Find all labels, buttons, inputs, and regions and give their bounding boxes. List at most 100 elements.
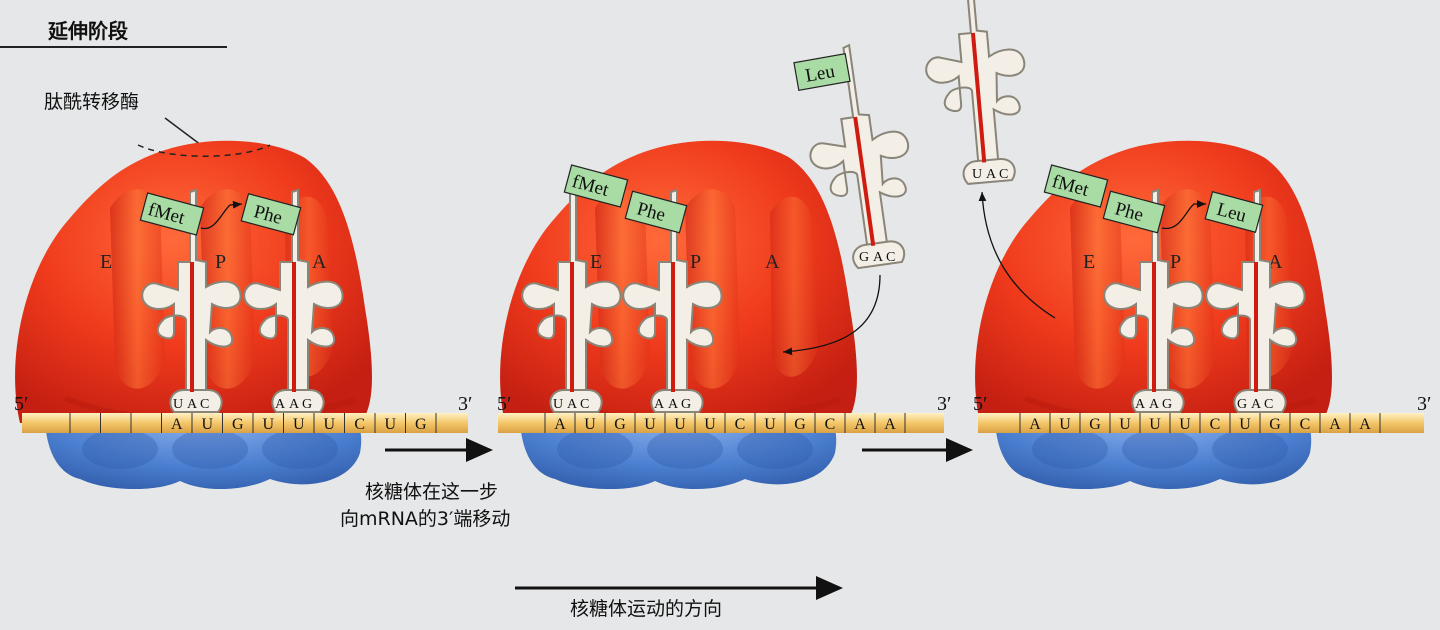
svg-text:C: C <box>999 167 1008 182</box>
svg-text:G: G <box>681 397 691 412</box>
svg-text:A: A <box>1135 397 1146 412</box>
site-p-label-3: P <box>1170 251 1181 273</box>
mrna3-codon-nucleotide: A <box>1359 416 1371 433</box>
site-e-label-2: E <box>590 251 602 273</box>
caption-move-line2: 向mRNA的3′端移动 <box>340 508 510 530</box>
mrna2-codon-nucleotide: U <box>764 416 776 433</box>
svg-text:G: G <box>1162 397 1172 412</box>
svg-text:A: A <box>187 397 198 412</box>
three-prime-label-2: 3′ <box>937 393 951 415</box>
anticodon-e-2: U A C <box>553 397 589 412</box>
svg-text:U: U <box>173 397 183 412</box>
aa-box-leu-2 <box>793 53 851 91</box>
mrna-strand-1 <box>22 413 468 433</box>
five-prime-label-2: 5′ <box>497 393 511 415</box>
mrna1-codon-nucleotide: U <box>262 416 274 433</box>
mrna3-codon-nucleotide: A <box>1029 416 1041 433</box>
anticodon-incoming-2: G A C <box>859 250 895 265</box>
incoming-arrow-2 <box>782 274 881 356</box>
svg-text:A: A <box>654 397 665 412</box>
mrna2-codon-nucleotide: G <box>794 416 806 433</box>
svg-text:C: C <box>580 397 589 412</box>
mrna1-codon-nucleotide: U <box>293 416 305 433</box>
aa-box-phe-1 <box>240 193 302 236</box>
mrna2-codon-nucleotide: A <box>854 416 866 433</box>
mrna2-codon-nucleotide: U <box>674 416 686 433</box>
mrna3-codon-nucleotide: C <box>1210 416 1221 433</box>
svg-text:U: U <box>972 167 982 182</box>
mrna-strand-3 <box>978 413 1424 433</box>
leaving-trna-3 <box>915 0 1037 189</box>
svg-text:A: A <box>1149 397 1160 412</box>
mrna2-codon-nucleotide: G <box>614 416 626 433</box>
mrna1-codon-nucleotide: G <box>232 416 244 433</box>
mrna2-codon-nucleotide: C <box>735 416 746 433</box>
svg-text:G: G <box>1237 397 1247 412</box>
mrna3-codon-nucleotide: U <box>1149 416 1161 433</box>
mrna2-codon-nucleotide: U <box>704 416 716 433</box>
three-prime-label-1: 3′ <box>458 393 472 415</box>
anticodon-a-1: A A G <box>275 397 312 412</box>
svg-text:C: C <box>1264 397 1273 412</box>
caption-direction: 核糖体运动的方向 <box>570 598 722 620</box>
svg-text:A: A <box>1251 397 1262 412</box>
mrna1-codon-nucleotide: A <box>171 416 183 433</box>
mrna-strand-2 <box>498 413 944 433</box>
aa-box-phe-2 <box>624 190 688 234</box>
title: 延伸阶段 <box>47 19 128 43</box>
exit-arrow-3 <box>978 191 1056 319</box>
anticodon-leaving-3: U A C <box>972 167 1008 182</box>
site-a-label-1: A <box>312 251 327 273</box>
mrna3-codon-nucleotide: C <box>1300 416 1311 433</box>
mrna3-codon-nucleotide: A <box>1329 416 1341 433</box>
caption-move-line1: 核糖体在这一步 <box>365 481 498 503</box>
site-e-label-3: E <box>1083 251 1095 273</box>
svg-text:G: G <box>859 250 869 265</box>
mrna2-codon-nucleotide: U <box>584 416 596 433</box>
aa-box-fmet-3 <box>1043 164 1109 208</box>
mrna1-codon-nucleotide: U <box>201 416 213 433</box>
aa-label-leu-2: Leu <box>804 61 837 87</box>
aa-box-fmet-1 <box>139 192 205 236</box>
mrna3-codon-nucleotide: U <box>1059 416 1071 433</box>
svg-text:A: A <box>567 397 578 412</box>
mrna3-codon-nucleotide: G <box>1089 416 1101 433</box>
svg-text:A: A <box>873 250 884 265</box>
anticodon-p-2: A A G <box>654 397 691 412</box>
anticodon-p-1: U A C <box>173 397 209 412</box>
svg-text:C: C <box>886 250 895 265</box>
peptide-transfer-arrow-3 <box>1161 200 1206 230</box>
aa-box-fmet-2 <box>563 164 629 208</box>
mrna3-codon-nucleotide: U <box>1239 416 1251 433</box>
site-p-label-1: P <box>215 251 226 273</box>
svg-text:C: C <box>200 397 209 412</box>
svg-text:A: A <box>986 167 997 182</box>
mrna2-codon-nucleotide: A <box>554 416 566 433</box>
aa-box-phe-3 <box>1102 190 1166 234</box>
mrna3-codon-nucleotide: U <box>1179 416 1191 433</box>
svg-text:U: U <box>553 397 563 412</box>
anticodon-a-3: G A C <box>1237 397 1273 412</box>
svg-text:G: G <box>302 397 312 412</box>
mrna3-codon-nucleotide: G <box>1269 416 1281 433</box>
svg-text:A: A <box>275 397 286 412</box>
site-e-label-1: E <box>100 251 112 273</box>
site-p-label-2: P <box>690 251 701 273</box>
enzyme-label: 肽酰转移酶 <box>44 91 139 113</box>
five-prime-label-3: 5′ <box>973 393 987 415</box>
five-prime-label-1: 5′ <box>14 393 28 415</box>
three-prime-label-3: 3′ <box>1417 393 1431 415</box>
peptidyl-transferase-site <box>137 144 271 157</box>
mrna1-codon-nucleotide: U <box>323 416 335 433</box>
mrna1-codon-nucleotide: G <box>415 416 427 433</box>
mrna1-codon-nucleotide: C <box>354 416 365 433</box>
mrna2-codon-nucleotide: A <box>884 416 896 433</box>
aa-box-leu-3 <box>1204 191 1264 233</box>
